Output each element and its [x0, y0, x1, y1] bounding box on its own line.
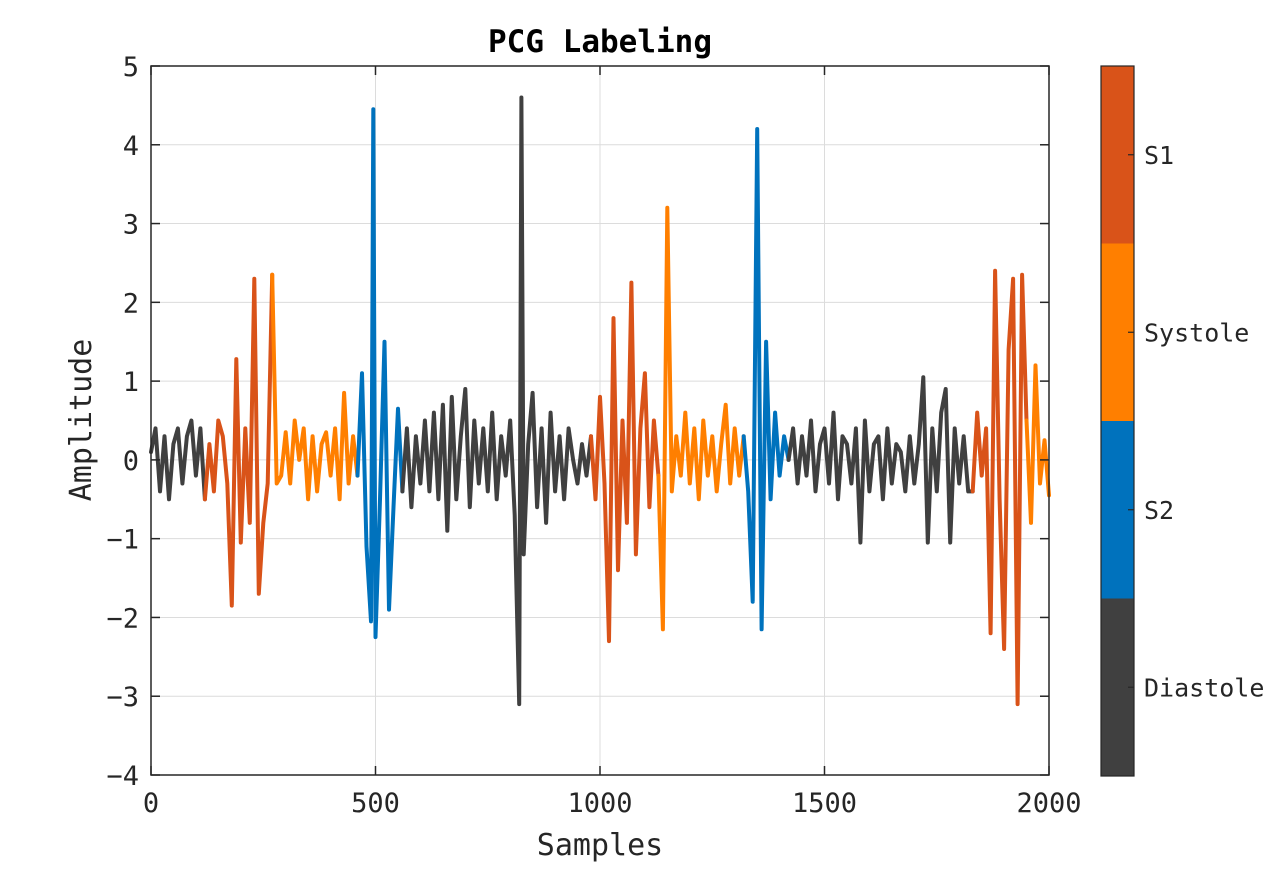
trace-s2-3: [355, 107, 405, 640]
x-tick-label: 1500: [792, 788, 857, 819]
x-tick-label: 1000: [567, 788, 632, 819]
y-axis-title: Amplitude: [64, 339, 99, 502]
trace-systole-2: [270, 272, 360, 502]
y-tick-label: 5: [123, 52, 139, 83]
x-axis-title: Samples: [537, 828, 663, 863]
x-axis: 0 500 1000 1500 2000: [143, 66, 1082, 819]
colorbar-label-diastole: Diastole: [1144, 673, 1264, 702]
trace-s1-9: [970, 268, 1029, 707]
y-tick-label: 4: [123, 131, 139, 162]
trace-s2-7: [741, 127, 791, 632]
trace-diastole-4: [400, 95, 593, 707]
trace-s1-5: [589, 280, 661, 644]
trace-systole-10: [1024, 363, 1051, 525]
trace-diastole-8: [786, 375, 975, 545]
y-tick-label: 0: [123, 446, 139, 477]
y-tick-label: 1: [123, 367, 139, 398]
colorbar-label-s2: S2: [1144, 496, 1174, 525]
x-tick-label: 0: [143, 788, 159, 819]
signal-traces: [149, 95, 1051, 707]
colorbar-label-systole: Systole: [1144, 318, 1249, 347]
y-tick-label: −3: [106, 682, 139, 713]
y-tick-label: 3: [123, 210, 139, 241]
trace-systole-6: [656, 205, 746, 632]
y-axis: −4 −3 −2 −1 0 1 2 3 4 5: [106, 52, 1049, 792]
chart-title: PCG Labeling: [488, 24, 712, 60]
x-tick-label: 500: [351, 788, 400, 819]
colorbar-label-s1: S1: [1144, 141, 1174, 170]
colorbar: S1 Systole S2 Diastole: [1100, 65, 1264, 777]
x-tick-label: 2000: [1016, 788, 1081, 819]
colorbar-frame: [1100, 65, 1135, 777]
trace-s1-1: [202, 272, 275, 608]
y-tick-label: −1: [106, 525, 139, 556]
y-tick-label: 2: [123, 288, 139, 319]
trace-diastole-0: [149, 418, 207, 502]
y-tick-label: −4: [106, 761, 139, 792]
y-tick-label: −2: [106, 603, 139, 634]
